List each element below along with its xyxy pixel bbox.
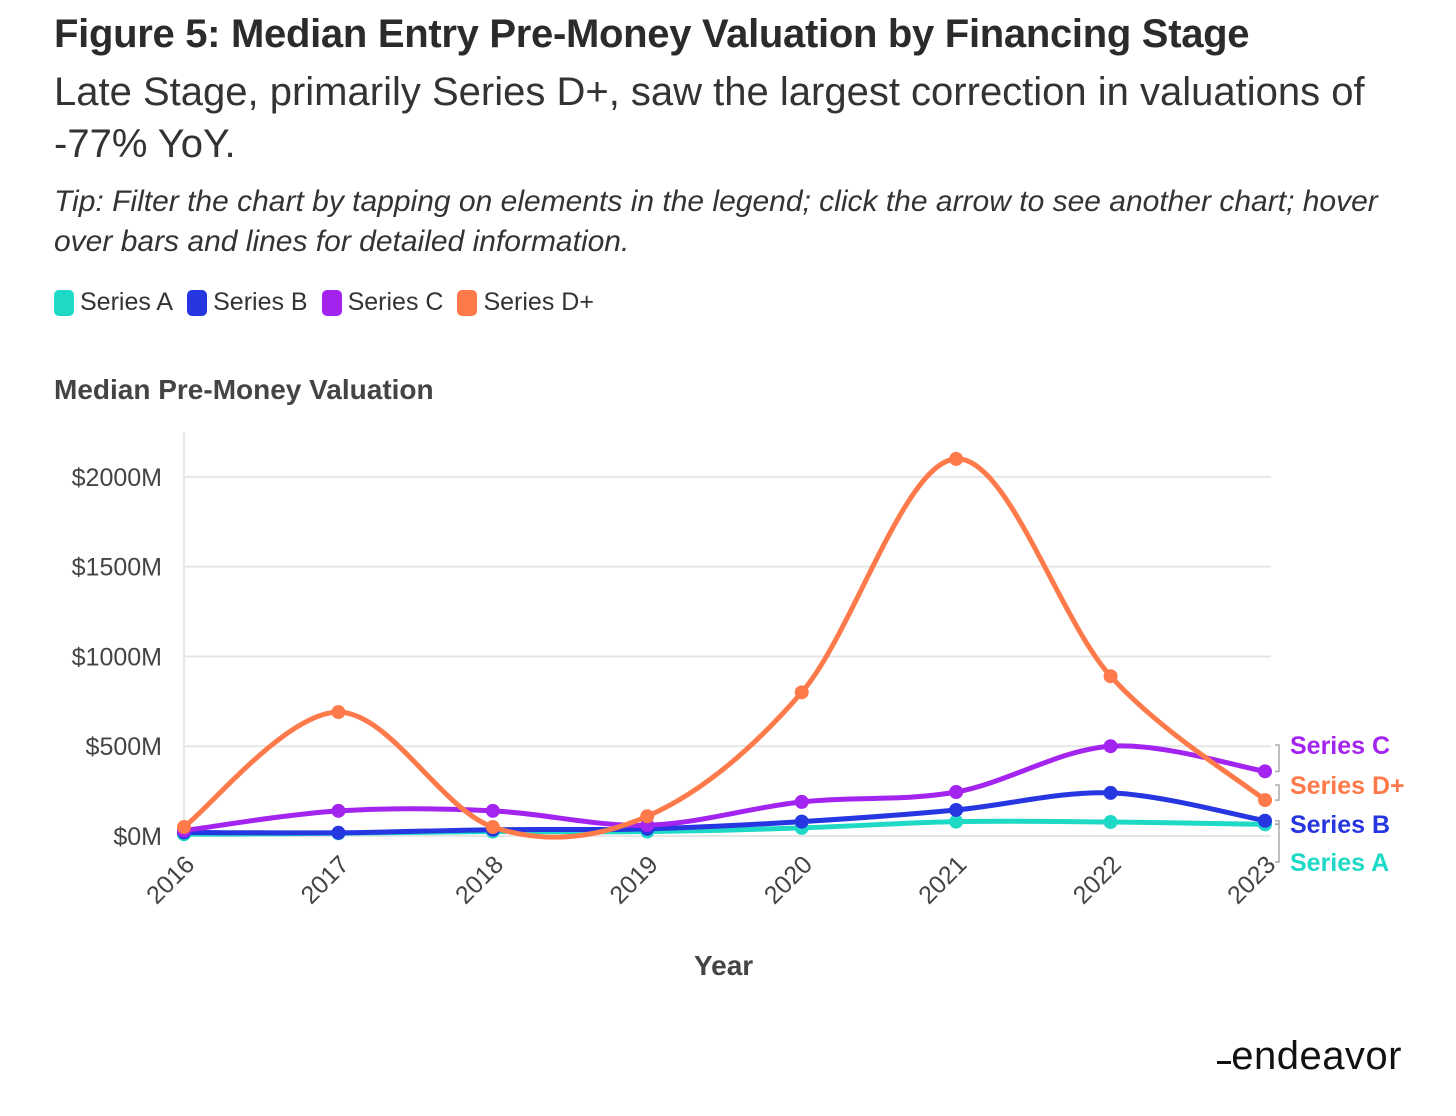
series-line-series-c[interactable] [181,743,1268,834]
data-point-series-d[interactable] [1258,793,1272,808]
data-point-series-c[interactable] [485,803,500,818]
data-point-series-b[interactable] [331,825,346,840]
series-line-series-d[interactable] [181,456,1268,840]
y-axis-title: Median Pre-Money Valuation [54,374,434,405]
y-tick-label: $0M [113,823,162,851]
end-label-bracket-series-d [1275,784,1280,801]
chart-tip: Tip: Filter the chart by tapping on elem… [54,185,1378,258]
end-label-series-c: Series C [1290,732,1390,760]
end-label-series-b: Series B [1290,811,1390,839]
y-tick-label: $1000M [72,643,162,671]
x-tick-label: 2022 [1068,850,1127,909]
legend-item-series-b[interactable]: Series B [187,288,308,317]
legend-item-series-a[interactable]: Series A [54,288,173,317]
data-point-series-c[interactable] [331,803,346,818]
data-point-series-c[interactable] [1258,764,1272,779]
data-point-series-d[interactable] [177,820,191,835]
legend-swatch-series-c [321,289,342,316]
x-tick-label: 2019 [604,850,663,909]
data-point-series-a[interactable] [949,814,964,829]
legend-label-series-d: Series D+ [483,288,594,316]
x-tick-label: 2016 [141,850,200,909]
end-label-bracket-series-a [1275,823,1280,863]
chart-subtitle: Late Stage, primarily Series D+, saw the… [54,70,1365,166]
legend-label-series-c: Series C [347,288,444,316]
y-tick-label: $1500M [72,554,162,582]
legend-swatch-series-a [54,289,74,316]
data-point-series-b[interactable] [794,814,809,829]
x-tick-label: 2017 [296,850,355,909]
end-label-bracket-series-b [1275,819,1280,825]
series-line-series-b[interactable] [181,790,1268,836]
y-tick-label: $500M [86,733,162,761]
legend-swatch-series-d [457,289,478,316]
legend-label-series-b: Series B [213,288,308,316]
end-label-series-a: Series A [1290,849,1389,877]
data-point-series-d[interactable] [640,809,655,824]
data-point-series-d[interactable] [485,820,500,835]
data-point-series-c[interactable] [1103,739,1118,754]
y-tick-label: $2000M [72,464,162,492]
x-axis-title: Year [694,950,754,981]
legend-item-series-d[interactable]: Series D+ [457,288,594,317]
data-point-series-d[interactable] [794,685,809,700]
x-tick-label: 2020 [759,850,818,909]
legend-swatch-series-b [187,289,208,316]
legend-item-series-c[interactable]: Series C [321,288,444,317]
endeavor-logo: endeavor [1217,1034,1402,1079]
brand-text: endeavor [1231,1034,1402,1078]
x-tick-label: 2021 [913,850,972,909]
x-tick-label: 2018 [450,850,509,909]
end-label-series-d: Series D+ [1290,772,1405,800]
data-point-series-d[interactable] [1103,669,1118,684]
data-point-series-b[interactable] [1103,785,1118,800]
end-label-bracket-series-c [1275,744,1280,773]
data-point-series-b[interactable] [1258,813,1272,828]
data-point-series-d[interactable] [331,705,346,720]
logo-dash [1217,1060,1232,1064]
data-point-series-c[interactable] [794,794,809,809]
chart-title: Figure 5: Median Entry Pre-Money Valuati… [54,12,1250,56]
x-tick-label: 2023 [1222,850,1281,909]
data-point-series-a[interactable] [1103,814,1118,829]
data-point-series-b[interactable] [949,802,964,817]
legend: Series A Series B Series C Series D+ [54,288,608,317]
legend-label-series-a: Series A [80,288,174,316]
data-point-series-d[interactable] [949,451,964,466]
data-point-series-c[interactable] [949,785,964,800]
